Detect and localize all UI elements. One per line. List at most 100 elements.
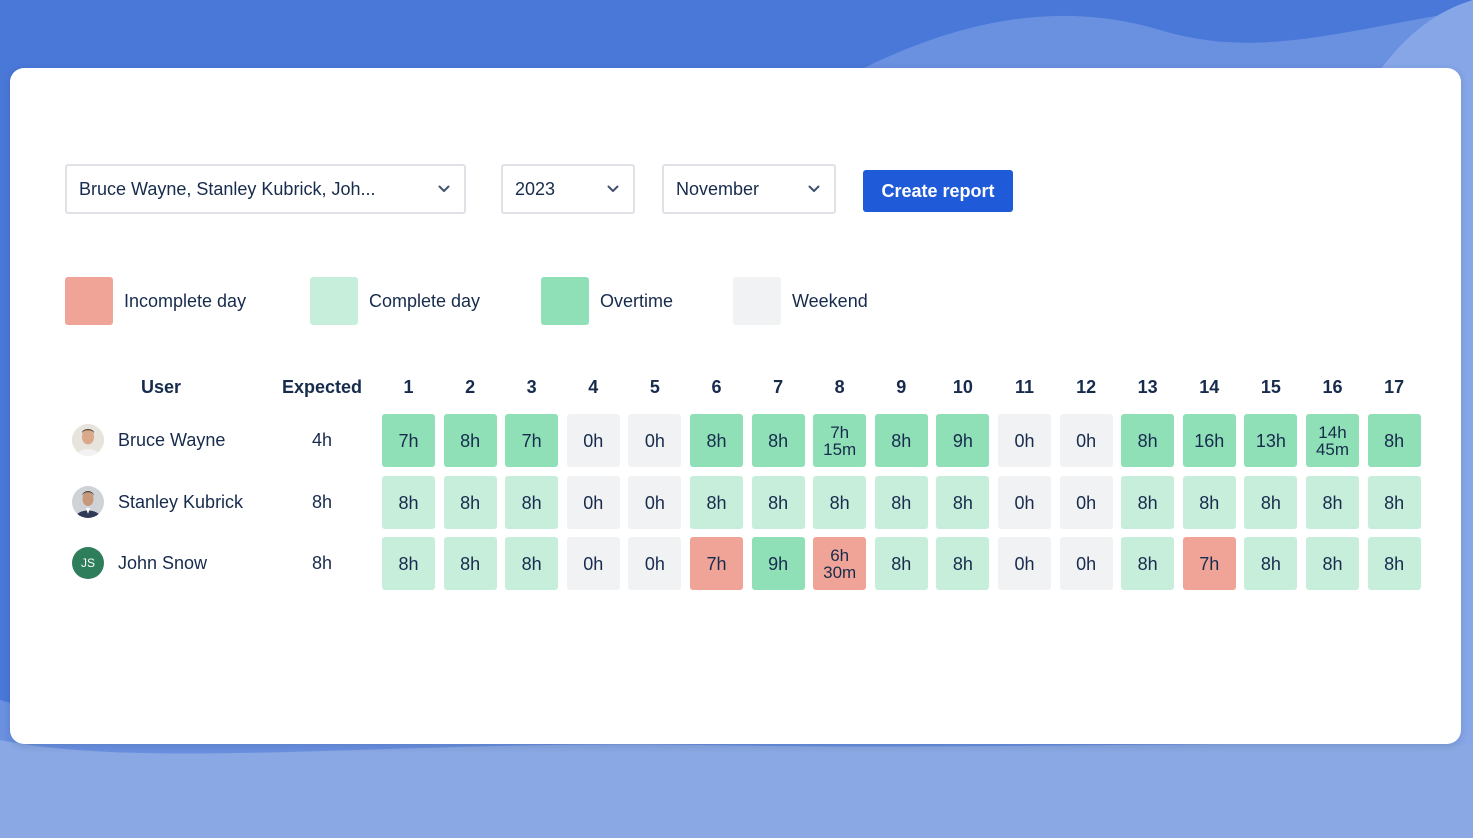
day-cell[interactable]: 0h	[998, 414, 1051, 467]
column-header-day-17: 17	[1384, 377, 1405, 397]
column-header-day-11: 11	[1014, 377, 1035, 397]
column-header-day-2: 2	[465, 377, 476, 397]
day-cell[interactable]: 0h	[628, 537, 682, 590]
day-cell[interactable]: 8h	[1121, 414, 1175, 467]
day-cell[interactable]: 8h	[382, 537, 435, 590]
avatar	[72, 424, 104, 456]
legend-swatch-weekend	[733, 277, 781, 325]
day-cell[interactable]: 13h	[1244, 414, 1298, 467]
day-cell[interactable]: 7h	[382, 414, 435, 467]
day-cell[interactable]: 8h	[1182, 476, 1236, 529]
day-cell[interactable]: 0h	[566, 537, 620, 590]
day-cell[interactable]: 8h	[1121, 537, 1175, 590]
day-cell[interactable]: 9h	[751, 537, 805, 590]
day-cell[interactable]: 8h	[1367, 414, 1421, 467]
column-header-day-16: 16	[1322, 377, 1343, 397]
year-select-value: 2023	[515, 178, 556, 199]
day-cell[interactable]: 0h	[998, 476, 1051, 529]
day-cell[interactable]: 7h	[690, 537, 743, 590]
day-cell[interactable]: 0h	[628, 414, 682, 467]
day-cell[interactable]: 8h	[382, 476, 435, 529]
day-cell[interactable]: 0h	[1059, 537, 1113, 590]
day-cell[interactable]: 7h	[505, 414, 559, 467]
column-header-day-8: 8	[834, 377, 845, 397]
legend-overtime: Overtime	[541, 277, 673, 325]
day-cell[interactable]: 8h	[443, 537, 497, 590]
day-cell[interactable]: 6h 30m	[813, 537, 867, 590]
day-cell[interactable]: 8h	[874, 537, 928, 590]
day-cell[interactable]: 16h	[1182, 414, 1236, 467]
day-cell[interactable]: 8h	[505, 537, 559, 590]
column-header-day-14: 14	[1199, 377, 1220, 397]
report-card: Bruce Wayne, Stanley Kubrick, Joh... 202…	[10, 68, 1461, 744]
avatar	[72, 486, 104, 518]
legend-label-complete: Complete day	[369, 290, 481, 311]
day-cell[interactable]: 8h	[1306, 476, 1359, 529]
column-header-day-9: 9	[896, 377, 907, 397]
column-header-day-13: 13	[1137, 377, 1158, 397]
month-select-value: November	[676, 178, 760, 199]
column-header-day-6: 6	[711, 377, 722, 397]
column-header-expected: Expected	[281, 377, 363, 397]
user-name: Stanley Kubrick	[118, 491, 244, 512]
day-cell[interactable]: 8h	[505, 476, 559, 529]
day-cell[interactable]: 8h	[690, 414, 743, 467]
day-cell[interactable]: 8h	[443, 476, 497, 529]
day-cell[interactable]: 8h	[1367, 476, 1421, 529]
column-header-day-15: 15	[1260, 377, 1281, 397]
column-header-day-3: 3	[526, 377, 537, 397]
legend-swatch-complete	[310, 277, 358, 325]
expected-hours: 4h	[311, 430, 333, 450]
legend-label-overtime: Overtime	[600, 290, 674, 311]
day-cell[interactable]: 8h	[936, 476, 990, 529]
create-report-button[interactable]: Create report	[863, 170, 1013, 212]
day-cell[interactable]: 14h 45m	[1306, 414, 1359, 467]
legend-weekend: Weekend	[733, 277, 868, 325]
day-cell[interactable]: 8h	[936, 537, 990, 590]
legend-complete: Complete day	[310, 277, 480, 325]
day-cell[interactable]: 0h	[1059, 414, 1113, 467]
column-header-day-10: 10	[952, 377, 973, 397]
avatar-initials-text: JS	[80, 556, 95, 570]
day-cell[interactable]: 7h 15m	[813, 414, 867, 467]
day-cell[interactable]: 0h	[566, 414, 620, 467]
user-bruce-wayne: Bruce Wayne	[72, 424, 225, 456]
user-name: John Snow	[118, 552, 208, 573]
day-cell[interactable]: 8h	[874, 414, 928, 467]
expected-hours: 8h	[311, 553, 333, 573]
column-header-day-1: 1	[403, 377, 414, 397]
legend-label-incomplete: Incomplete day	[124, 290, 247, 311]
day-cell[interactable]: 8h	[443, 414, 497, 467]
day-cell[interactable]: 8h	[751, 476, 805, 529]
day-cell[interactable]: 8h	[751, 414, 805, 467]
column-header-day-5: 5	[649, 377, 660, 397]
users-select[interactable]: Bruce Wayne, Stanley Kubrick, Joh...	[65, 164, 466, 214]
day-cell[interactable]: 8h	[1244, 476, 1298, 529]
column-header-day-7: 7	[773, 377, 784, 397]
user-name: Bruce Wayne	[118, 429, 226, 450]
day-cell[interactable]: 8h	[813, 476, 867, 529]
day-cell[interactable]: 8h	[1306, 537, 1359, 590]
day-cell[interactable]: 0h	[566, 476, 620, 529]
chevron-down-icon	[436, 181, 452, 197]
day-cell[interactable]: 8h	[874, 476, 928, 529]
legend-incomplete: Incomplete day	[65, 277, 246, 325]
expected-hours: 8h	[311, 492, 333, 512]
day-cell[interactable]: 0h	[998, 537, 1051, 590]
column-header-user: User	[140, 377, 182, 397]
day-cell[interactable]: 0h	[1059, 476, 1113, 529]
legend-label-weekend: Weekend	[792, 290, 868, 311]
month-select[interactable]: November	[662, 164, 836, 214]
user-stanley-kubrick: Stanley Kubrick	[72, 486, 243, 518]
day-cell[interactable]: 7h	[1182, 537, 1236, 590]
day-cell[interactable]: 8h	[1244, 537, 1298, 590]
chevron-down-icon	[806, 181, 822, 197]
user-john-snow: JS John Snow	[72, 547, 207, 579]
day-cell[interactable]: 8h	[1121, 476, 1175, 529]
day-cell[interactable]: 8h	[690, 476, 743, 529]
day-cell[interactable]: 9h	[936, 414, 990, 467]
column-header-day-4: 4	[588, 377, 599, 397]
day-cell[interactable]: 0h	[628, 476, 682, 529]
year-select[interactable]: 2023	[501, 164, 635, 214]
day-cell[interactable]: 8h	[1367, 537, 1421, 590]
